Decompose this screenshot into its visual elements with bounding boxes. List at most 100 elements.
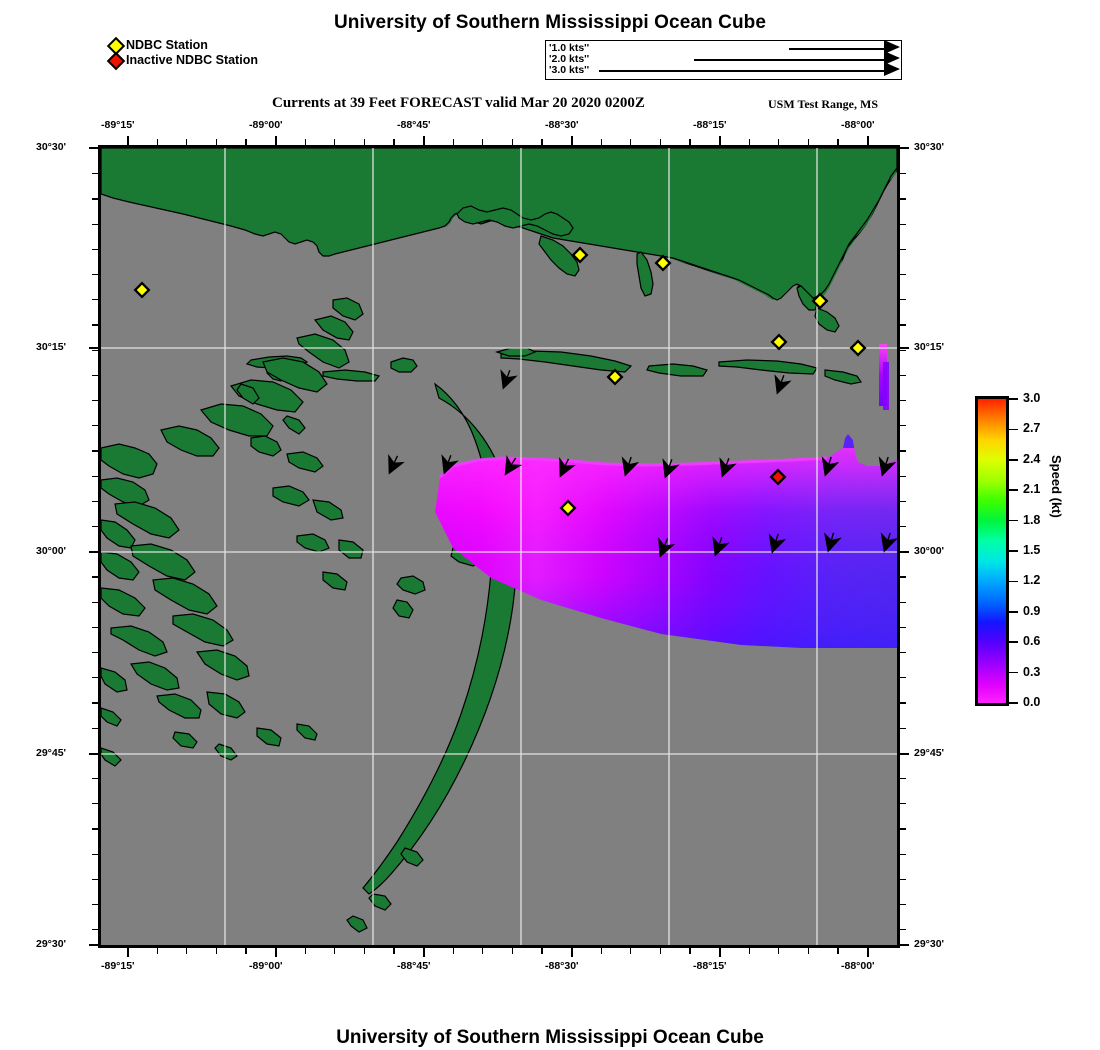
current-vector-arrow [559,457,576,478]
lon-minor-tick [689,139,691,145]
ndbc-station-marker[interactable] [657,257,669,269]
lon-minor-tick [452,948,454,954]
lon-minor-tick [689,948,691,954]
page-footer: University of Southern Mississippi Ocean… [336,1027,764,1048]
current-vector-arrow [768,533,787,554]
lat-minor-tick [92,500,98,502]
lat-minor-tick [900,853,906,855]
current-vectors [388,369,897,558]
chandeleur-islet-6 [368,893,392,911]
ndbc-station-marker[interactable] [574,249,586,261]
colorbar: 3.0 2.7 2.4 2.1 1.8 1.5 1.2 0.9 0.6 0.3 0.0 [975,391,1040,709]
legend-item-ndbc-station: NDBC Station [106,36,258,55]
colorbar-tick [1009,580,1018,583]
lon-label-bottom: -88°30' [545,960,579,972]
lon-minor-tick [127,139,129,145]
ndbc-station-marker[interactable] [773,336,785,348]
current-speed-field-edges [439,456,828,479]
colorbar-tick-label: 1.8 [1023,512,1041,527]
lat-minor-tick [92,652,98,654]
colorbar-tick [1009,702,1018,704]
lon-minor-tick [393,948,395,954]
coast-water-cut [101,172,897,468]
current-vector-arrow [821,456,840,477]
current-vector-arrow [388,454,405,475]
lon-minor-tick [482,948,484,954]
lat-minor-tick [900,425,906,427]
ndbc-station-marker[interactable] [136,284,148,296]
lat-minor-tick [92,425,98,427]
lat-minor-tick [92,223,98,225]
lat-tick [89,753,98,755]
lat-tick [900,147,909,149]
lon-minor-tick [600,139,602,145]
lat-minor-tick [92,803,98,805]
lat-minor-tick [92,400,98,402]
current-vector-arrow [719,457,737,478]
colorbar-tick-label: 0.3 [1023,664,1041,679]
lat-minor-tick [92,526,98,528]
lat-minor-tick [92,904,98,906]
map-container[interactable]: -89°15' -89°15' -89°00' -89°00' -88°45' -88°4… [36,119,944,972]
lat-minor-tick [900,349,906,351]
chandeleur-islet-7 [346,915,368,933]
colorbar-gradient [975,396,1009,706]
lon-minor-tick [571,948,573,954]
lat-minor-tick [92,450,98,452]
lat-minor-tick [900,248,906,250]
estuary-finger [636,251,654,297]
lon-minor-tick [541,139,543,145]
ndbc-station-marker[interactable] [609,371,621,383]
ndbc-stations [133,246,867,517]
inactive-station-marker[interactable] [772,471,784,483]
current-vector-arrow [662,458,680,479]
colorbar-tick-label: 2.4 [1023,451,1041,466]
lat-minor-tick [92,677,98,679]
lon-label-top: -88°00' [841,119,875,131]
lon-minor-tick [659,948,661,954]
legend-label: NDBC Station [126,38,208,52]
lat-label-right: 30°00' [914,545,945,557]
ndbc-station-marker[interactable] [814,295,826,307]
lon-label-top: -89°00' [249,119,283,131]
page-title: University of Southern Mississippi Ocean… [333,12,767,33]
colorbar-tick-label: 2.7 [1023,421,1041,436]
lat-minor-tick [92,198,98,200]
map-frame[interactable] [98,145,900,948]
lat-minor-tick [900,878,906,880]
lon-minor-tick [393,139,395,145]
ndbc-station-marker[interactable] [562,502,574,514]
lon-minor-tick [245,948,247,954]
lon-minor-tick [778,139,780,145]
lon-minor-tick [186,948,188,954]
colorbar-tick-label: 0.6 [1023,634,1041,649]
test-range-label: USM Test Range, MS [768,97,879,111]
current-vector-arrow [621,456,640,477]
legend-label: Inactive NDBC Station [126,53,258,67]
lat-tick [900,753,909,755]
ndbc-station-marker[interactable] [852,342,864,354]
lon-minor-tick [571,139,573,145]
lat-minor-tick [92,601,98,603]
barrier-island-horn [500,350,633,373]
chandeleur-islet-3 [396,575,426,595]
lon-minor-tick [215,948,217,954]
colorbar-tick [1009,489,1018,491]
lat-minor-tick [900,778,906,780]
vector-scale-line [599,70,884,72]
current-vector-arrow [500,369,518,390]
lon-label-top: -88°45' [397,119,431,131]
lat-minor-tick [92,828,98,830]
lat-minor-tick [900,223,906,225]
lon-minor-tick [363,139,365,145]
lon-minor-tick [807,948,809,954]
colorbar-tick [1009,611,1018,613]
lat-tick [89,147,98,149]
vector-scale-label: '3.0 kts'' [549,64,590,76]
lon-minor-tick [511,948,513,954]
lat-minor-tick [900,677,906,679]
lat-label-left: 30°15' [36,341,67,353]
lat-minor-tick [900,500,906,502]
lat-label-right: 30°30' [914,141,945,153]
lat-minor-tick [900,828,906,830]
